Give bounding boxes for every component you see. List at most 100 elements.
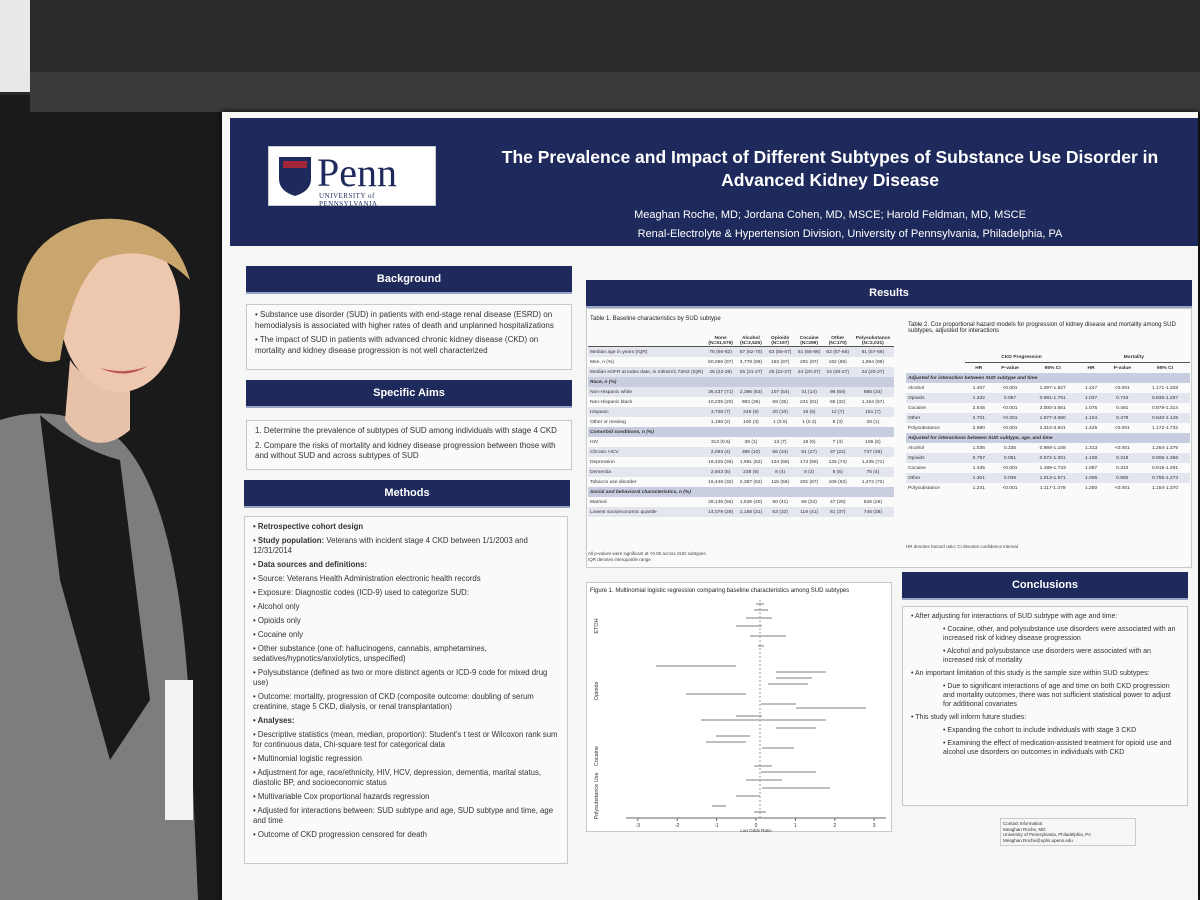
table-row: Chronic HCV 2,083 (4) 386 (10) 66 (34) 81 (2… — [588, 447, 894, 457]
header-cell: Opioids (N=197) — [765, 336, 795, 347]
authors: Meaghan Roche, MD; Jordana Cohen, MD, MS… — [634, 209, 1026, 221]
table-cell: <0.001 — [1002, 425, 1018, 431]
table-cell: 2.980 — [972, 425, 985, 431]
table-cell: 1.297-1.527 — [1039, 385, 1066, 391]
table-cell: 8 (3) — [832, 419, 843, 425]
conclusion: • After adjusting for interactions of SU… — [911, 613, 1118, 620]
table-row: Other 1.301 0.039 1.013-1.671 1.006 0.960 0.79… — [906, 473, 1190, 483]
group-label: ETOH — [594, 618, 600, 633]
table-cell: 2.701 — [965, 413, 993, 423]
method-item: • Polysubstance (defined as two or more … — [253, 668, 548, 687]
table-row: Lowest socioeconomic quartile 14,079 (28)… — [588, 507, 894, 517]
table-cell: Alcohol — [908, 445, 925, 451]
table-cell: 0.335 — [1003, 445, 1017, 451]
bullet-text: Substance use disorder (SUD) in patients… — [255, 310, 554, 330]
bullet: • The impact of SUD in patients with adv… — [255, 335, 539, 355]
table-cell: Married — [590, 499, 607, 505]
method-item: • Exposure: Diagnostic codes (ICD-9) use… — [253, 588, 469, 597]
contact-line: Meaghan Roche, MD — [1003, 826, 1046, 832]
table-row: Tobacco use disorder 16,448 (32) 2,387 (62… — [588, 477, 894, 487]
table-cell: 14,079 (28) — [705, 507, 737, 517]
table-cell: 75 (66-82) — [705, 346, 737, 357]
header-cell — [906, 363, 965, 374]
table-cell: 106 (62) — [828, 479, 847, 485]
header-cell: 95% CI — [1044, 365, 1061, 371]
conclusion-text: After adjusting for interactions of SUD … — [915, 613, 1118, 620]
table-cell: 39 (1) — [744, 439, 758, 445]
conclusion: • Examining the effect of medication-ass… — [943, 740, 1172, 756]
table-cell: 235 (6) — [736, 467, 766, 477]
table-cell: 20 (10) — [765, 407, 795, 417]
table-cell: <0.001 — [992, 413, 1028, 423]
header-cell: Other (N=170) — [823, 336, 852, 347]
table-cell: 1.301 — [965, 473, 993, 483]
table-cell: 1,158 (31) — [736, 507, 766, 517]
table-cell: 1.108 — [1077, 453, 1105, 463]
table-cell: 2.000-3.561 — [1039, 405, 1066, 411]
method-label: Study population: — [257, 536, 325, 545]
table-cell: Adjusted for interactions between SUD su… — [906, 433, 1190, 443]
table-cell: 1,539 (40) — [739, 499, 763, 505]
header-cell: HR — [1087, 365, 1095, 371]
affiliation: Renal-Electrolyte & Hypertension Divisio… — [637, 228, 1063, 240]
table-cell: 0.906-1.356 — [1140, 453, 1190, 463]
table-cell: 1.154-1.370 — [1151, 485, 1179, 491]
table-cell: 2.645 — [972, 405, 985, 411]
table-cell: 291 (97) — [800, 359, 819, 365]
forest-plot: -3 -2 -1 0 1 2 3 Log Odds Ratio ETOH Opioids Cocai… — [594, 600, 886, 832]
table-cell: 1.006 — [1077, 473, 1105, 483]
table-cell: <0.001 — [1114, 485, 1130, 491]
table-cell: 125 (74) — [828, 459, 847, 465]
table-cell: Men, n (%) — [590, 359, 614, 365]
table-cell: Polysubstance — [908, 485, 940, 491]
x-tick-label: -3 — [636, 823, 641, 829]
table-cell: 66 (34) — [765, 447, 795, 457]
table-cell: 66 (22) — [801, 499, 817, 505]
aim: 2. Compare the risks of mortality and ki… — [255, 440, 556, 461]
logo-subtitle: UNIVERSITY of PENNSYLVANIA — [319, 192, 378, 208]
section-heading: Methods — [244, 480, 570, 508]
header-cell: Polysubstance (N=2,031) — [851, 336, 894, 347]
method-item: • Adjustment for age, race/ethnicity, HI… — [253, 768, 542, 787]
table-cell: 106 (5) — [865, 439, 881, 445]
table-cell: 313 (0.6) — [710, 439, 731, 445]
section-row: Comorbid conditions, n (%) — [588, 427, 894, 437]
table-cell: 0.743 — [1104, 393, 1141, 403]
conclusion-text: Examining the effect of medication-assis… — [943, 740, 1172, 756]
figure-caption: Figure 1. Multinomial logistic regressio… — [590, 588, 850, 594]
conclusion: • Expanding the cohort to include indivi… — [943, 727, 1137, 734]
header-cell: Cocaine (N=299) — [794, 336, 824, 347]
section-row: Social and behavioral characteristics, n… — [588, 487, 894, 497]
x-tick-label: -1 — [714, 823, 719, 829]
header-cell: HR — [975, 365, 983, 371]
x-tick-label: 1 — [794, 823, 797, 829]
table-cell: Dementia — [588, 467, 706, 477]
table-cell: Other — [906, 473, 966, 483]
table-cell: 162 (95) — [828, 359, 847, 365]
table-row: Other 2.701 <0.001 1.977-3.690 1.104 0.478 0.8… — [906, 413, 1190, 423]
conclusion: • Due to significant interactions of age… — [943, 683, 1171, 708]
neck — [65, 360, 130, 443]
header-cell: 95% CI — [1156, 365, 1174, 371]
method-text: Analyses: — [257, 716, 295, 725]
table-cell: 107 (54) — [765, 387, 795, 397]
table-cell: 0.969-1.108 — [1039, 445, 1066, 451]
aim-text: Compare the risks of mortality and kidne… — [255, 440, 556, 461]
method-item: • Outcome of CKD progression censored fo… — [253, 830, 427, 839]
table-cell: 61 (55-66) — [794, 346, 824, 357]
table-cell: 98 (58) — [823, 387, 852, 397]
table-cell: 348 (9) — [736, 407, 766, 417]
table-cell: 7 (4) — [832, 439, 843, 445]
section-heading: Specific Aims — [246, 380, 572, 408]
table-cell: 63 (32) — [765, 507, 795, 517]
table-cell: Opioids — [906, 393, 966, 403]
table-cell: Social and behavioral characteristics, n… — [588, 487, 894, 497]
method-item: • Source: Veterans Health Administration… — [253, 574, 481, 583]
table-cell: 0.795-1.273 — [1140, 473, 1190, 483]
table-cell: 1.977-3.690 — [1027, 413, 1078, 423]
table-cell: 0.960 — [1104, 473, 1141, 483]
table-cell: 8 (3) — [794, 467, 824, 477]
table-cell: Other or missing — [590, 419, 626, 425]
header-cell — [588, 336, 706, 347]
section-heading: Results — [586, 280, 1192, 308]
